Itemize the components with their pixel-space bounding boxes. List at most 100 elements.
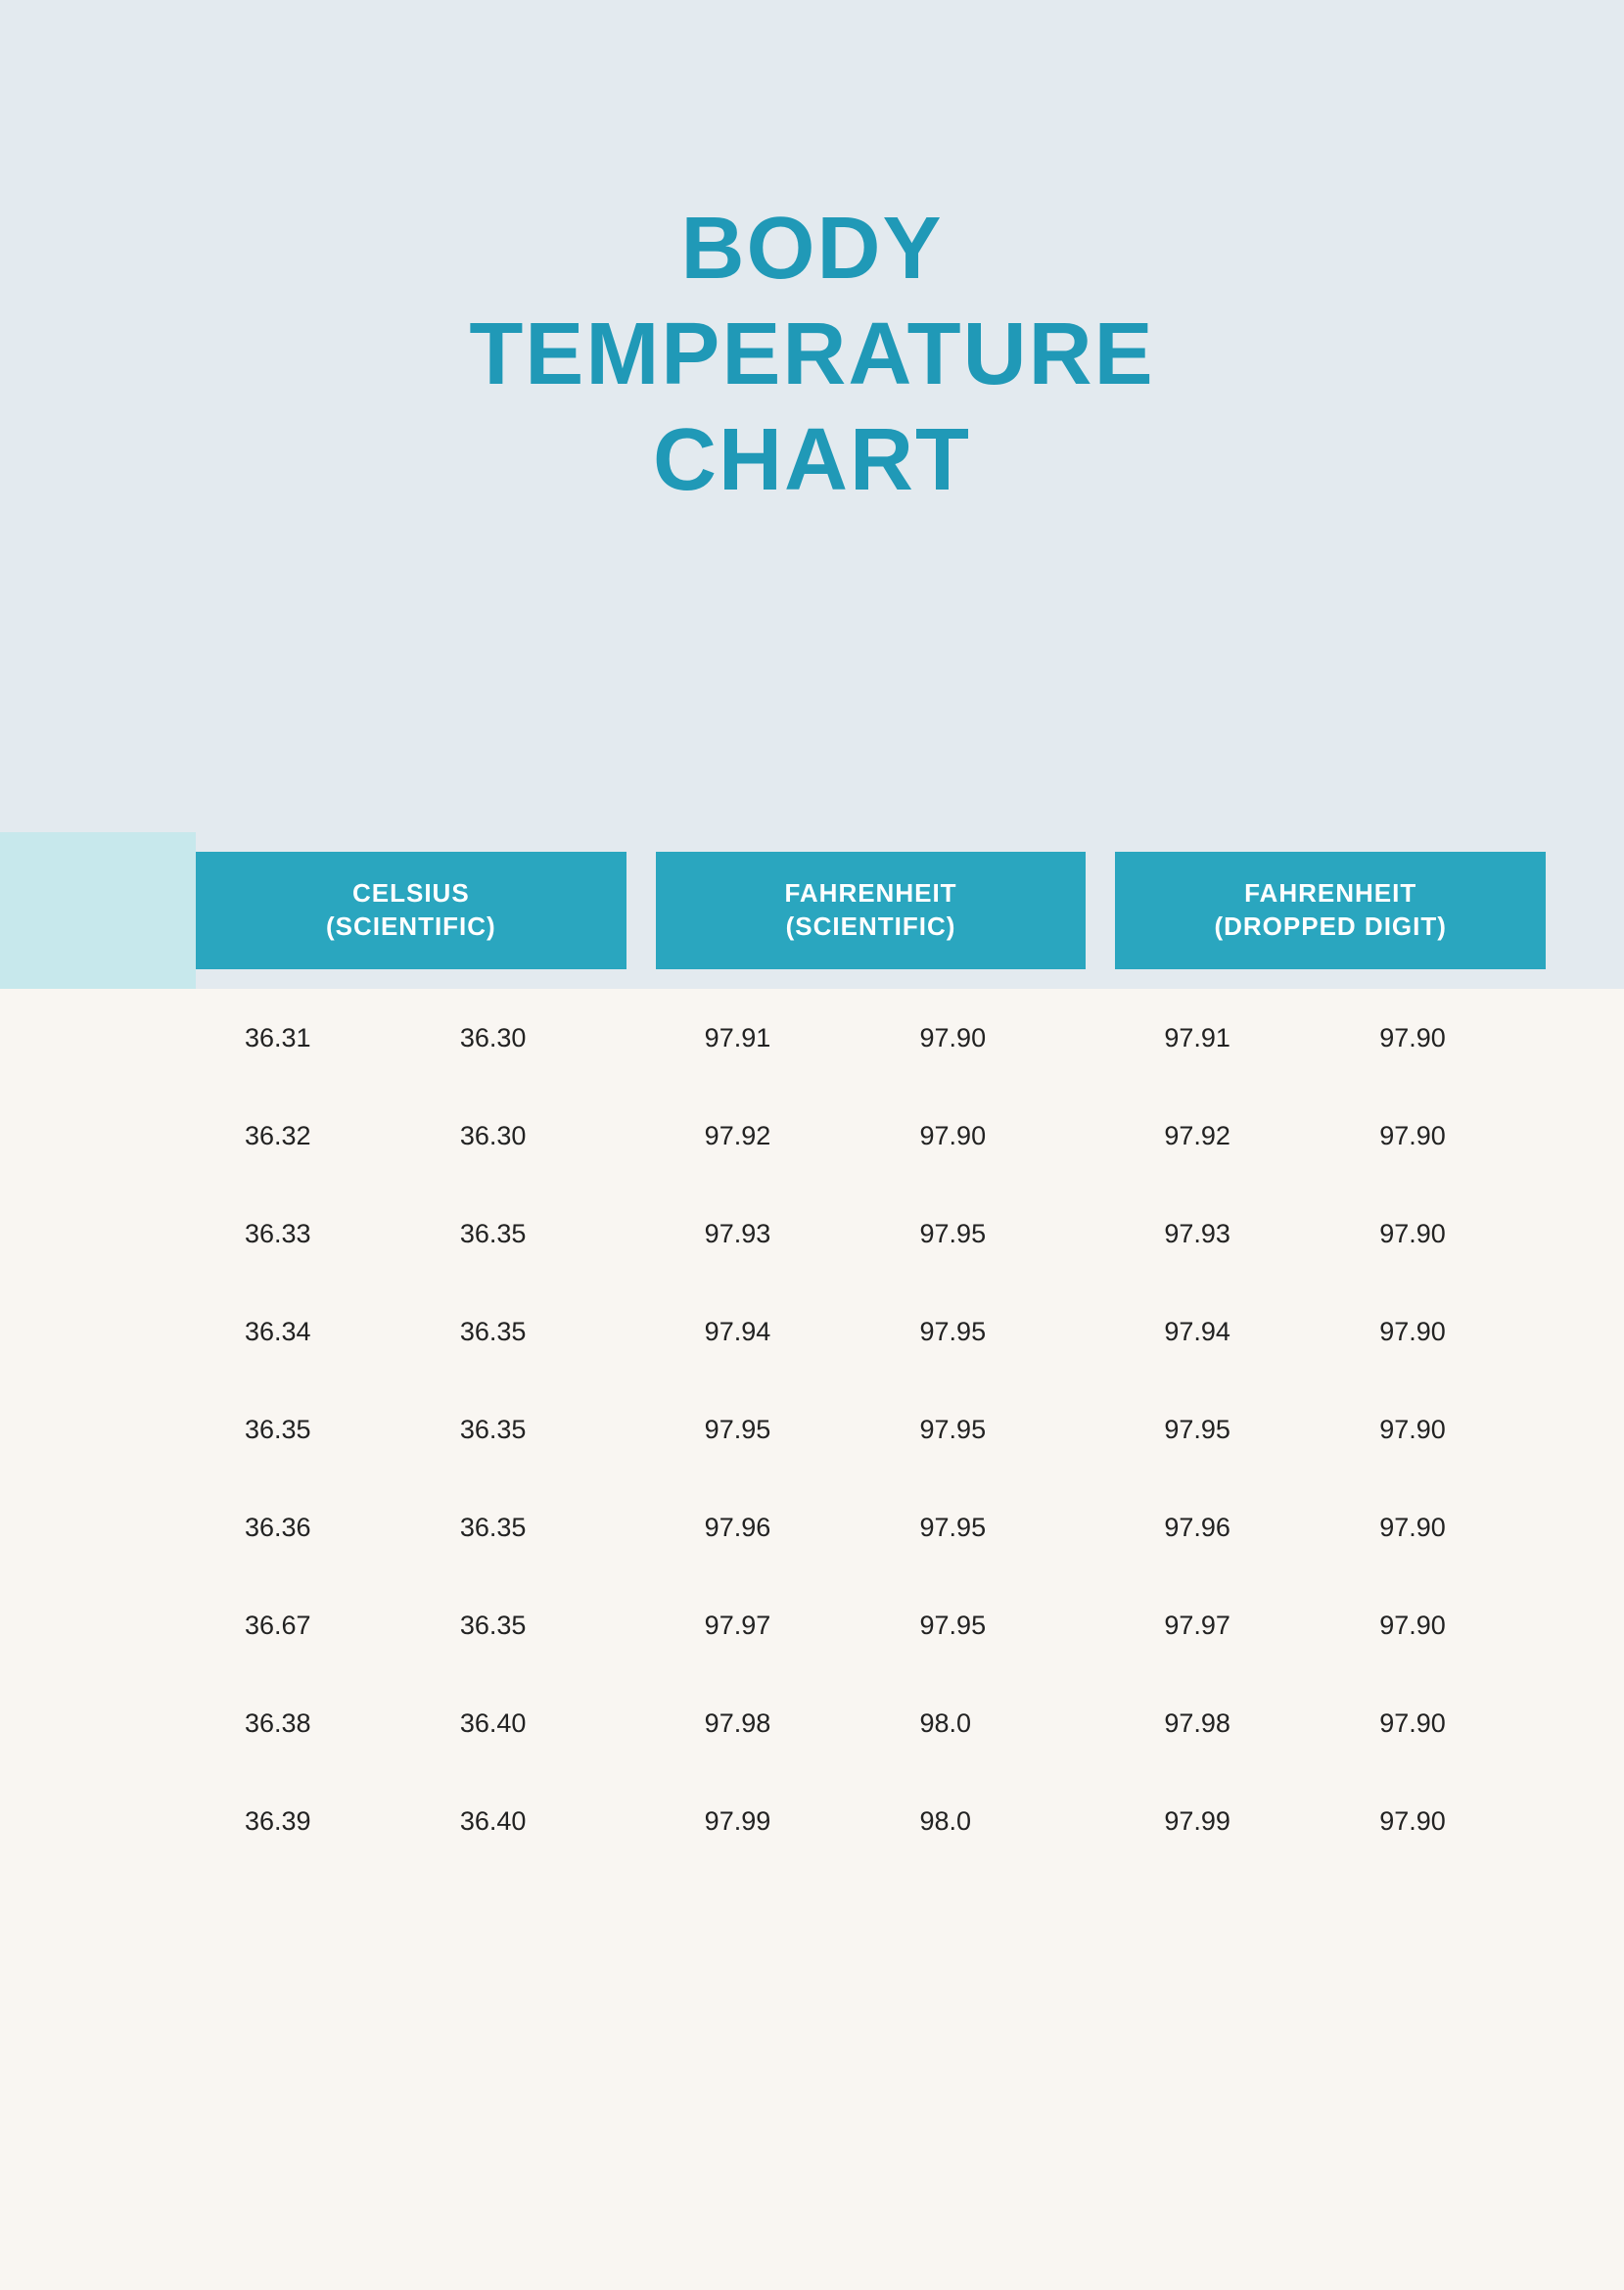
table-cell: 97.99 — [1115, 1806, 1330, 1837]
table-row: 97.9297.90 — [656, 1087, 1087, 1185]
table-cell: 97.95 — [871, 1415, 1087, 1445]
table-cell: 97.95 — [656, 1415, 871, 1445]
table-row: 97.9697.90 — [1115, 1478, 1546, 1576]
table-cell: 36.35 — [196, 1415, 411, 1445]
column-body-celsius: 36.3136.3036.3236.3036.3336.3536.3436.35… — [196, 969, 626, 1870]
table-row: 36.3236.30 — [196, 1087, 626, 1185]
table-cell: 36.35 — [411, 1611, 626, 1641]
stripe-left — [0, 832, 196, 989]
table-cell: 97.99 — [656, 1806, 871, 1837]
title-line-2: TEMPERATURE — [469, 305, 1154, 403]
table-cell: 97.96 — [1115, 1513, 1330, 1543]
table-cell: 97.90 — [1330, 1317, 1546, 1347]
title-line-3: CHART — [653, 411, 971, 509]
col-header-line1: CELSIUS — [352, 877, 470, 911]
table-cell: 97.98 — [656, 1708, 871, 1739]
table-cell: 97.92 — [1115, 1121, 1330, 1151]
table-row: 36.3936.40 — [196, 1772, 626, 1870]
table-row: 97.9998.0 — [656, 1772, 1087, 1870]
table-cell: 97.90 — [1330, 1415, 1546, 1445]
table-cell: 36.36 — [196, 1513, 411, 1543]
column-celsius: CELSIUS (SCIENTIFIC) 36.3136.3036.3236.3… — [196, 852, 626, 1870]
table-row: 97.9597.90 — [1115, 1380, 1546, 1478]
table-cell: 97.95 — [871, 1513, 1087, 1543]
title-line-1: BODY — [680, 200, 943, 298]
table-cell: 97.91 — [656, 1023, 871, 1053]
table-cell: 97.90 — [1330, 1806, 1546, 1837]
table-row: 97.9297.90 — [1115, 1087, 1546, 1185]
table-cell: 97.92 — [656, 1121, 871, 1151]
table-row: 97.9797.90 — [1115, 1576, 1546, 1674]
table-cell: 36.39 — [196, 1806, 411, 1837]
table-cell: 97.90 — [1330, 1708, 1546, 1739]
table-cell: 36.30 — [411, 1121, 626, 1151]
table-cell: 36.40 — [411, 1708, 626, 1739]
column-header-dropped: FAHRENHEIT (DROPPED DIGIT) — [1115, 852, 1546, 969]
table-cell: 36.30 — [411, 1023, 626, 1053]
table-row: 97.9497.95 — [656, 1283, 1087, 1380]
page-title: BODY TEMPERATURE CHART — [469, 196, 1154, 513]
table-cell: 97.95 — [871, 1611, 1087, 1641]
table-cell: 97.98 — [1115, 1708, 1330, 1739]
table-row: 97.9397.95 — [656, 1185, 1087, 1283]
table-row: 97.9197.90 — [656, 989, 1087, 1087]
table-cell: 97.90 — [1330, 1513, 1546, 1543]
table-cell: 98.0 — [871, 1708, 1087, 1739]
table-row: 36.3636.35 — [196, 1478, 626, 1576]
column-header-fahrenheit: FAHRENHEIT (SCIENTIFIC) — [656, 852, 1087, 969]
table-row: 97.9197.90 — [1115, 989, 1546, 1087]
table-row: 97.9497.90 — [1115, 1283, 1546, 1380]
table-cell: 97.90 — [871, 1121, 1087, 1151]
table-row: 97.9898.0 — [656, 1674, 1087, 1772]
table-row: 97.9397.90 — [1115, 1185, 1546, 1283]
table-cell: 97.97 — [656, 1611, 871, 1641]
table-row: 36.3336.35 — [196, 1185, 626, 1283]
table-cell: 97.90 — [1330, 1219, 1546, 1249]
table-cell: 97.94 — [656, 1317, 871, 1347]
col-header-line2: (SCIENTIFIC) — [326, 911, 496, 944]
table-cell: 36.32 — [196, 1121, 411, 1151]
table-row: 97.9797.95 — [656, 1576, 1087, 1674]
col-header-line2: (SCIENTIFIC) — [786, 911, 956, 944]
table-row: 36.3836.40 — [196, 1674, 626, 1772]
column-header-celsius: CELSIUS (SCIENTIFIC) — [196, 852, 626, 969]
col-header-line1: FAHRENHEIT — [784, 877, 956, 911]
table-cell: 97.94 — [1115, 1317, 1330, 1347]
table-row: 36.3436.35 — [196, 1283, 626, 1380]
column-fahrenheit: FAHRENHEIT (SCIENTIFIC) 97.9197.9097.929… — [656, 852, 1087, 1870]
table-cell: 97.90 — [871, 1023, 1087, 1053]
table-row: 97.9697.95 — [656, 1478, 1087, 1576]
table-cell: 97.95 — [871, 1219, 1087, 1249]
table-row: 97.9597.95 — [656, 1380, 1087, 1478]
header-band: BODY TEMPERATURE CHART — [0, 0, 1624, 832]
table-cell: 36.35 — [411, 1513, 626, 1543]
table-cell: 36.38 — [196, 1708, 411, 1739]
table-row: 36.3136.30 — [196, 989, 626, 1087]
column-body-fahrenheit: 97.9197.9097.9297.9097.9397.9597.9497.95… — [656, 969, 1087, 1870]
table-cell: 98.0 — [871, 1806, 1087, 1837]
table-row: 97.9897.90 — [1115, 1674, 1546, 1772]
table-cell: 97.95 — [871, 1317, 1087, 1347]
table-cell: 36.40 — [411, 1806, 626, 1837]
column-dropped: FAHRENHEIT (DROPPED DIGIT) 97.9197.9097.… — [1115, 852, 1546, 1870]
table-cell: 97.96 — [656, 1513, 871, 1543]
table-cell: 97.93 — [1115, 1219, 1330, 1249]
table-cell: 36.67 — [196, 1611, 411, 1641]
table-cell: 97.90 — [1330, 1611, 1546, 1641]
table-cell: 36.35 — [411, 1219, 626, 1249]
column-body-dropped: 97.9197.9097.9297.9097.9397.9097.9497.90… — [1115, 969, 1546, 1870]
table-row: 97.9997.90 — [1115, 1772, 1546, 1870]
table-cell: 97.90 — [1330, 1121, 1546, 1151]
table-cell: 36.31 — [196, 1023, 411, 1053]
table-cell: 36.33 — [196, 1219, 411, 1249]
table-cell: 97.90 — [1330, 1023, 1546, 1053]
col-header-line1: FAHRENHEIT — [1244, 877, 1416, 911]
table-cell: 97.91 — [1115, 1023, 1330, 1053]
table-cell: 36.35 — [411, 1415, 626, 1445]
table-row: 36.3536.35 — [196, 1380, 626, 1478]
table-row: 36.6736.35 — [196, 1576, 626, 1674]
table-cell: 97.93 — [656, 1219, 871, 1249]
temperature-table: CELSIUS (SCIENTIFIC) 36.3136.3036.3236.3… — [196, 852, 1546, 1870]
table-cell: 36.34 — [196, 1317, 411, 1347]
col-header-line2: (DROPPED DIGIT) — [1214, 911, 1446, 944]
